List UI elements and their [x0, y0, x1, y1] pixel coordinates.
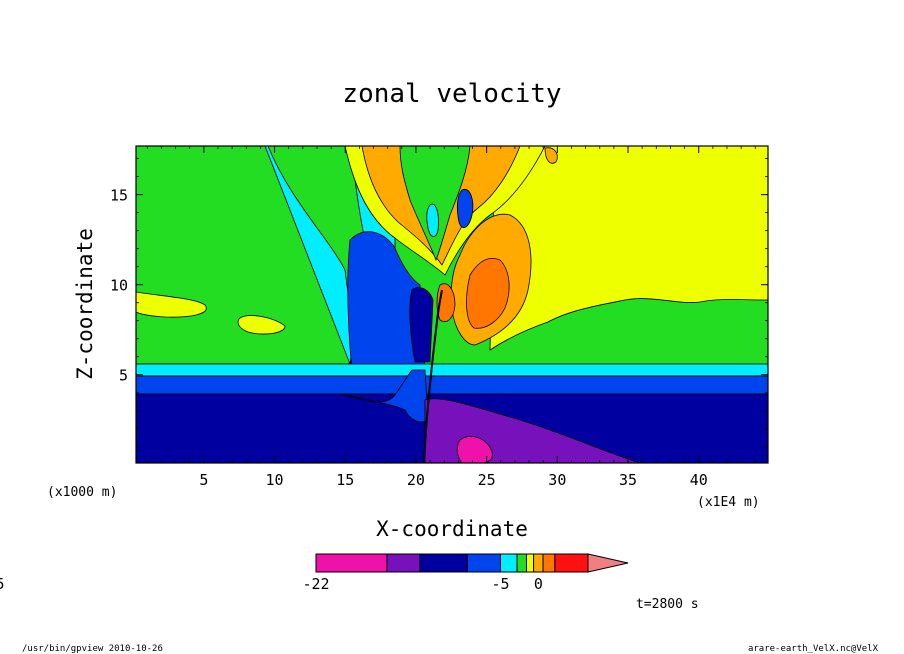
x-tick-label: 20 [407, 471, 425, 489]
plot-area [136, 146, 768, 463]
contour-cyan-strip [136, 363, 768, 377]
x-tick-label: 15 [336, 471, 354, 489]
y-tick-label: 5 [119, 367, 128, 385]
colorbar-box [516, 553, 528, 573]
colorbar-box [533, 553, 544, 573]
footer-left: /usr/bin/gpview 2010-10-26 [22, 644, 163, 654]
y-tick-label: 10 [110, 277, 128, 295]
contour-yellow-left [136, 291, 207, 318]
x-tick-label: 35 [619, 471, 637, 489]
colorbar-box [542, 553, 556, 573]
contour-plume-blue [456, 188, 474, 228]
colorbar-box [466, 553, 501, 573]
plot-frame [135, 145, 769, 464]
colorbar: -22 -5 0 5 [0, 553, 629, 593]
contour-navy-core [409, 287, 434, 363]
contour-blue-bulge [339, 369, 429, 423]
colorbar-label: 5 [0, 575, 5, 593]
colorbar-box [315, 553, 388, 573]
contour-plume-orange-blob [544, 147, 558, 164]
contour-ridge [423, 289, 443, 463]
footer-right: arare-earth_VelX.nc@VelX [748, 644, 879, 654]
contour-magenta-core [456, 436, 493, 463]
y-tick-label: 15 [110, 187, 128, 205]
contour-orange-dark [466, 258, 510, 329]
colorbar-box [419, 553, 468, 573]
x-axis-label: X-coordinate [376, 517, 528, 541]
x-axis-ticks: 5 10 15 20 25 30 35 40 [146, 146, 756, 489]
chart-title: zonal velocity [342, 79, 561, 109]
colorbar-label: -5 [491, 575, 509, 593]
colorbar-label: -22 [302, 575, 329, 593]
y-axis-label: Z-coordinate [73, 228, 97, 380]
x-tick-label: 5 [199, 471, 208, 489]
x-tick-label: 25 [478, 471, 496, 489]
colorbar-box [499, 553, 518, 573]
colorbar-extension [587, 553, 629, 573]
x-unit-right: (x1E4 m) [697, 495, 760, 510]
contour-yellow-small [237, 315, 286, 335]
x-tick-label: 40 [690, 471, 708, 489]
contour-blue-strip [136, 375, 768, 395]
x-tick-label: 10 [266, 471, 284, 489]
contour-yellow-right [489, 146, 768, 351]
contour-plume-cyan [426, 203, 439, 237]
colorbar-box [386, 553, 421, 573]
contour-plume-green [399, 146, 471, 262]
colorbar-box [554, 553, 589, 573]
x-tick-label: 30 [548, 471, 566, 489]
time-label: t=2800 s [636, 597, 699, 612]
contour-blue-tongue [347, 231, 426, 371]
x-unit-left: (x1000 m) [47, 485, 117, 500]
colorbar-box [526, 553, 535, 573]
y-axis-ticks: 5 10 15 [110, 158, 768, 448]
colorbar-label: 0 [534, 575, 543, 593]
